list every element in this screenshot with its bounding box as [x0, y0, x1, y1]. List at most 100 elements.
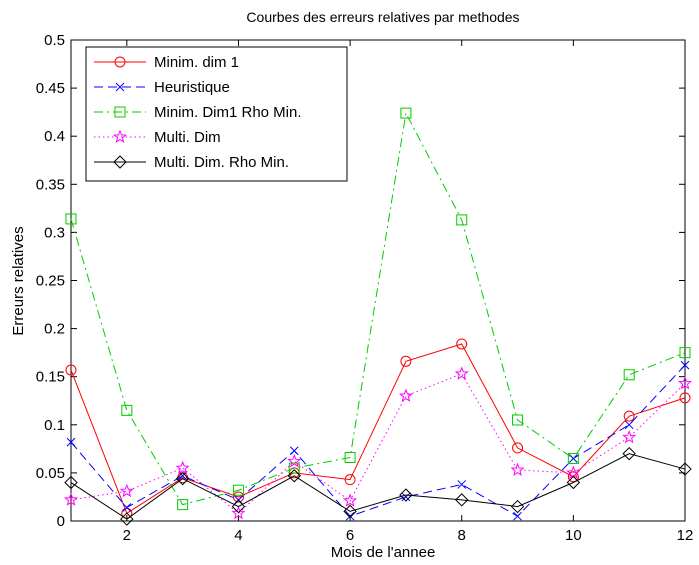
data-point: [343, 493, 358, 507]
x-tick-label: 8: [458, 527, 466, 544]
legend-box: [85, 46, 348, 182]
data-point: [65, 364, 77, 376]
data-point: [121, 404, 133, 416]
data-point: [679, 392, 691, 404]
y-axis-ticks: 0 0.05 0.1 0.15 0.2 0.25 0.3 0.35 0.4 0.45 0.5: [36, 32, 685, 530]
data-point: [175, 471, 190, 486]
data-point: [121, 507, 133, 519]
data-point: [679, 347, 691, 359]
data-point: [232, 484, 244, 496]
x-tick-label: 4: [234, 527, 242, 544]
data-point: [64, 475, 78, 490]
legend-marker: [114, 56, 126, 68]
data-point: [343, 504, 357, 519]
data-point: [287, 469, 301, 483]
y-axis-label: Erreurs relatives: [10, 226, 27, 335]
series-1: [65, 338, 691, 519]
data-point: [510, 462, 525, 476]
data-point: [344, 474, 356, 486]
chart-title: Courbes des erreurs relatives par method…: [246, 9, 519, 25]
data-point: [234, 495, 243, 505]
data-point: [345, 511, 355, 521]
y-tick-label: 0: [57, 513, 65, 530]
legend-marker: [113, 155, 127, 169]
series-4: [63, 366, 693, 520]
data-point: [119, 483, 134, 498]
legend: Minim. dim 1 Heuristique Minim. Dim1 Rho M…: [85, 46, 348, 182]
data-point: [65, 213, 77, 225]
x-tick-label: 6: [346, 527, 354, 544]
data-point: [399, 488, 413, 502]
data-point: [680, 360, 690, 370]
legend-marker: [114, 106, 126, 118]
data-point: [456, 338, 468, 350]
data-point: [122, 503, 132, 512]
data-point: [566, 465, 581, 479]
series-line: [70, 373, 686, 514]
data-point: [175, 460, 190, 475]
legend-entry: Multi. Dim: [94, 129, 221, 146]
series-line: [70, 343, 686, 515]
data-point: [455, 493, 469, 507]
data-point: [231, 499, 246, 514]
legend-marker: [115, 82, 125, 92]
data-point: [510, 499, 525, 514]
data-point: [457, 480, 467, 489]
y-tick-label: 0.15: [36, 369, 65, 386]
data-point: [623, 369, 635, 381]
y-tick-label: 0.4: [44, 128, 65, 145]
x-tick-label: 10: [565, 527, 582, 544]
data-point: [569, 454, 578, 463]
legend-label: Minim. Dim1 Rho Min.: [154, 104, 302, 121]
data-point: [400, 355, 412, 367]
data-point: [288, 462, 300, 474]
data-point: [513, 511, 522, 521]
legend-entry: Minim. dim 1: [94, 54, 239, 71]
legend-label: Multi. Dim. Rho Min.: [154, 154, 289, 171]
x-axis-label: Mois de l'annee: [331, 544, 436, 561]
data-point: [622, 446, 636, 461]
data-point: [401, 492, 411, 502]
data-point: [232, 491, 244, 503]
data-point: [63, 492, 79, 506]
data-point: [566, 475, 581, 490]
legend-label: Heuristique: [154, 79, 230, 96]
data-point: [623, 410, 635, 422]
data-point: [178, 471, 187, 481]
y-tick-label: 0.1: [44, 417, 65, 434]
x-tick-label: 2: [123, 527, 131, 544]
data-point: [177, 499, 189, 511]
y-tick-label: 0.35: [36, 176, 65, 193]
data-point: [400, 107, 412, 119]
data-point: [678, 462, 692, 476]
data-point: [512, 442, 524, 454]
y-tick-label: 0.25: [36, 273, 65, 290]
data-point: [454, 366, 469, 380]
series-line: [70, 111, 686, 506]
data-point: [677, 376, 693, 390]
y-tick-label: 0.05: [36, 465, 65, 482]
x-axis-ticks: 2 4 6 8 10 12: [123, 40, 694, 544]
data-point: [287, 453, 302, 468]
data-point: [567, 452, 579, 464]
legend-entry: Minim. Dim1 Rho Min.: [94, 104, 302, 121]
y-tick-label: 0.45: [36, 80, 65, 97]
legend-entry: Multi. Dim. Rho Min.: [94, 154, 289, 171]
series-2: [66, 360, 690, 521]
legend-marker: [112, 129, 128, 143]
data-point: [567, 471, 579, 483]
data-point: [398, 388, 413, 402]
y-tick-label: 0.3: [44, 224, 65, 241]
data-point: [512, 414, 524, 426]
series-line: [70, 453, 686, 520]
data-point: [622, 429, 637, 444]
data-point: [120, 512, 134, 526]
y-tick-label: 0.2: [44, 321, 65, 338]
data-point: [66, 437, 76, 447]
data-point: [289, 446, 299, 456]
y-tick-label: 0.5: [44, 32, 65, 49]
data-point: [456, 214, 468, 226]
series-5: [64, 446, 692, 526]
series-layer: [63, 107, 693, 526]
x-tick-label: 12: [677, 527, 694, 544]
